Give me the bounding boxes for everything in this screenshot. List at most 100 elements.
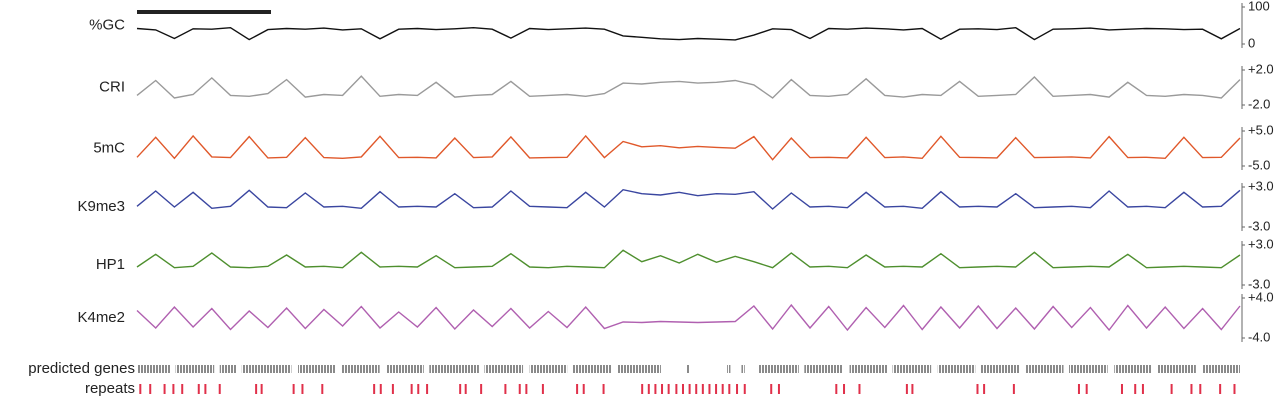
repeat — [1199, 384, 1202, 394]
repeat — [667, 384, 670, 394]
track-label: 5mC — [93, 139, 125, 156]
repeat — [688, 384, 691, 394]
repeat — [661, 384, 664, 394]
repeat — [504, 384, 507, 394]
repeat — [681, 384, 684, 394]
repeat — [197, 384, 200, 394]
y-tick-label: -4.0 — [1248, 329, 1270, 344]
signal-line — [136, 134, 1241, 161]
repeat — [1190, 384, 1193, 394]
repeat — [1134, 384, 1137, 394]
repeat — [139, 384, 142, 394]
repeat — [410, 384, 413, 394]
gene — [849, 365, 888, 373]
repeat — [576, 384, 579, 394]
y-tick-label: -3.0 — [1248, 218, 1270, 233]
gene — [686, 365, 690, 373]
repeat — [582, 384, 585, 394]
gene — [727, 365, 731, 373]
gene — [980, 365, 1020, 373]
gene — [484, 365, 524, 373]
repeat — [983, 384, 986, 394]
repeat — [1077, 384, 1080, 394]
repeat — [905, 384, 908, 394]
y-tick-label: +5.0 — [1248, 122, 1274, 137]
repeat — [736, 384, 739, 394]
repeat — [743, 384, 746, 394]
gene — [1202, 365, 1240, 373]
signal-line — [136, 188, 1241, 210]
y-tick-label: -5.0 — [1248, 157, 1270, 172]
gene — [937, 365, 976, 373]
track-label: CRI — [99, 78, 125, 95]
repeat — [721, 384, 724, 394]
signal-line — [136, 249, 1241, 269]
gene — [572, 365, 612, 373]
repeat — [149, 384, 152, 394]
repeat — [835, 384, 838, 394]
repeat — [480, 384, 483, 394]
repeat — [675, 384, 678, 394]
repeat — [858, 384, 861, 394]
repeat — [518, 384, 521, 394]
repeat — [1085, 384, 1088, 394]
repeat — [911, 384, 914, 394]
gene — [804, 365, 843, 373]
repeat — [204, 384, 207, 394]
repeat — [1012, 384, 1015, 394]
repeat — [1141, 384, 1144, 394]
repeat — [1120, 384, 1123, 394]
repeat — [647, 384, 650, 394]
repeat — [172, 384, 175, 394]
gene — [529, 365, 568, 373]
repeat — [292, 384, 295, 394]
y-tick-label: -2.0 — [1248, 96, 1270, 111]
gene — [757, 365, 799, 373]
signal-line — [136, 26, 1241, 41]
repeat — [181, 384, 184, 394]
repeat — [695, 384, 698, 394]
gene — [219, 365, 237, 373]
track-label: K9me3 — [77, 198, 125, 215]
gene — [1026, 365, 1064, 373]
repeat — [701, 384, 704, 394]
repeat — [541, 384, 544, 394]
repeat — [976, 384, 979, 394]
repeat — [777, 384, 780, 394]
gene — [137, 365, 171, 373]
repeat — [373, 384, 376, 394]
signal-line — [136, 75, 1241, 99]
repeat — [843, 384, 846, 394]
repeat — [255, 384, 258, 394]
repeat — [301, 384, 304, 394]
repeat — [708, 384, 711, 394]
signal-line — [136, 303, 1241, 332]
repeat — [218, 384, 221, 394]
y-tick-label: +4.0 — [1248, 289, 1274, 304]
gene — [386, 365, 424, 373]
repeat — [260, 384, 263, 394]
gene — [341, 365, 380, 373]
repeat — [391, 384, 394, 394]
repeat — [728, 384, 731, 394]
repeat — [770, 384, 773, 394]
y-tick-label: +3.0 — [1248, 236, 1274, 251]
y-tick-label: +3.0 — [1248, 178, 1274, 193]
repeat — [1233, 384, 1236, 394]
gene — [892, 365, 932, 373]
gene — [175, 365, 215, 373]
gene — [1069, 365, 1108, 373]
repeat — [459, 384, 462, 394]
track-label: HP1 — [96, 256, 125, 273]
y-tick-label: 0 — [1248, 35, 1255, 50]
gene — [741, 365, 745, 373]
track-label: %GC — [89, 16, 125, 33]
repeat — [1170, 384, 1173, 394]
repeat — [641, 384, 644, 394]
repeat — [379, 384, 382, 394]
gene — [298, 365, 336, 373]
track-label: K4me2 — [77, 309, 125, 326]
feature-label: repeats — [85, 380, 135, 397]
feature-label: predicted genes — [28, 360, 135, 377]
